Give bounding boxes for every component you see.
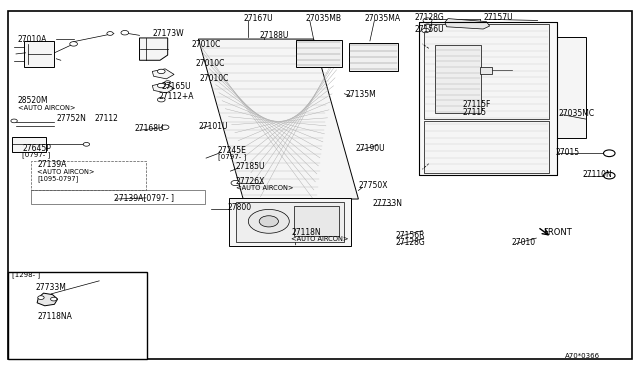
Bar — [424, 24, 549, 119]
Bar — [229, 198, 351, 246]
Text: [0797- ]: [0797- ] — [22, 151, 51, 158]
Circle shape — [107, 32, 113, 35]
Circle shape — [70, 42, 77, 46]
Text: 27750X: 27750X — [358, 182, 388, 190]
Circle shape — [161, 125, 169, 129]
Circle shape — [11, 119, 17, 123]
Circle shape — [164, 81, 171, 84]
Text: 27165U: 27165U — [161, 82, 191, 91]
Circle shape — [38, 296, 44, 299]
Bar — [557, 37, 586, 138]
Text: 27112+A: 27112+A — [159, 92, 194, 101]
Text: 27118NA: 27118NA — [37, 312, 72, 321]
Text: 27010: 27010 — [512, 238, 536, 247]
Bar — [296, 40, 342, 67]
Text: 27173W: 27173W — [152, 29, 184, 38]
Text: 27010C: 27010C — [195, 59, 225, 68]
Text: 27135M: 27135M — [346, 90, 376, 99]
Text: 27752N: 27752N — [56, 114, 86, 123]
Polygon shape — [445, 19, 490, 29]
Text: 27800: 27800 — [227, 203, 252, 212]
Circle shape — [121, 31, 129, 35]
Text: 27035MA: 27035MA — [365, 14, 401, 23]
Polygon shape — [24, 41, 54, 67]
Polygon shape — [480, 67, 492, 74]
Bar — [236, 202, 344, 242]
Bar — [419, 22, 557, 175]
Text: 27010C: 27010C — [200, 74, 229, 83]
Circle shape — [231, 180, 240, 186]
Text: 27168U: 27168U — [134, 124, 164, 133]
Circle shape — [83, 142, 90, 146]
Bar — [419, 22, 557, 175]
Text: A70*0366: A70*0366 — [564, 353, 600, 359]
Bar — [349, 43, 398, 71]
Polygon shape — [12, 137, 46, 152]
Circle shape — [423, 18, 432, 23]
Text: 27733M: 27733M — [35, 283, 66, 292]
Circle shape — [248, 209, 289, 233]
Text: <AUTO AIRCON>: <AUTO AIRCON> — [37, 169, 95, 175]
Text: 27190U: 27190U — [356, 144, 385, 153]
Polygon shape — [37, 293, 58, 306]
Text: 27010A: 27010A — [18, 35, 47, 44]
Text: 27115: 27115 — [462, 108, 486, 117]
Circle shape — [157, 97, 165, 102]
Text: 27733N: 27733N — [372, 199, 403, 208]
Text: 27112: 27112 — [95, 114, 118, 123]
Polygon shape — [140, 38, 168, 60]
Bar — [294, 206, 339, 236]
Text: 27015: 27015 — [556, 148, 580, 157]
Text: 27156R: 27156R — [396, 231, 425, 240]
Bar — [435, 45, 481, 113]
Bar — [31, 161, 146, 190]
Text: [1298- ]: [1298- ] — [12, 271, 40, 278]
Circle shape — [157, 83, 165, 88]
Text: 27167U: 27167U — [243, 14, 273, 23]
Text: 27035MC: 27035MC — [558, 109, 594, 118]
Circle shape — [259, 216, 278, 227]
Text: 27245E: 27245E — [218, 146, 246, 155]
Bar — [31, 190, 205, 204]
Text: 27128G: 27128G — [415, 13, 444, 22]
Text: 27128G: 27128G — [396, 238, 425, 247]
Text: <AUTO AIRCON>: <AUTO AIRCON> — [236, 185, 293, 191]
Text: FRONT: FRONT — [543, 228, 572, 237]
Polygon shape — [198, 39, 358, 199]
Text: 27645P: 27645P — [22, 144, 51, 153]
Text: [1095-0797]: [1095-0797] — [37, 175, 78, 182]
Circle shape — [157, 69, 165, 74]
Text: <AUTO AIRCON>: <AUTO AIRCON> — [291, 236, 349, 242]
Text: 27118N: 27118N — [291, 228, 321, 237]
Text: 27115F: 27115F — [462, 100, 490, 109]
Text: 27185U: 27185U — [236, 162, 265, 171]
Circle shape — [604, 150, 615, 157]
Circle shape — [422, 28, 429, 33]
Text: 27139A: 27139A — [37, 160, 67, 169]
Bar — [8, 272, 147, 359]
Polygon shape — [152, 83, 174, 93]
Polygon shape — [152, 69, 174, 79]
Text: 27157U: 27157U — [483, 13, 513, 22]
Text: 27101U: 27101U — [198, 122, 228, 131]
Text: 27726X: 27726X — [236, 177, 265, 186]
Bar — [424, 121, 549, 173]
Text: 27035MB: 27035MB — [306, 14, 342, 23]
Circle shape — [51, 297, 57, 301]
Circle shape — [604, 172, 615, 179]
Text: 28520M: 28520M — [18, 96, 49, 105]
Text: 27188U: 27188U — [259, 31, 289, 40]
Text: 27156U: 27156U — [415, 25, 444, 34]
Text: 27010C: 27010C — [192, 40, 221, 49]
Text: [0797- ]: [0797- ] — [218, 154, 246, 160]
Text: <AUTO AIRCON>: <AUTO AIRCON> — [18, 105, 76, 111]
Text: 27110N: 27110N — [582, 170, 612, 179]
Text: 27139A[0797- ]: 27139A[0797- ] — [114, 193, 174, 202]
